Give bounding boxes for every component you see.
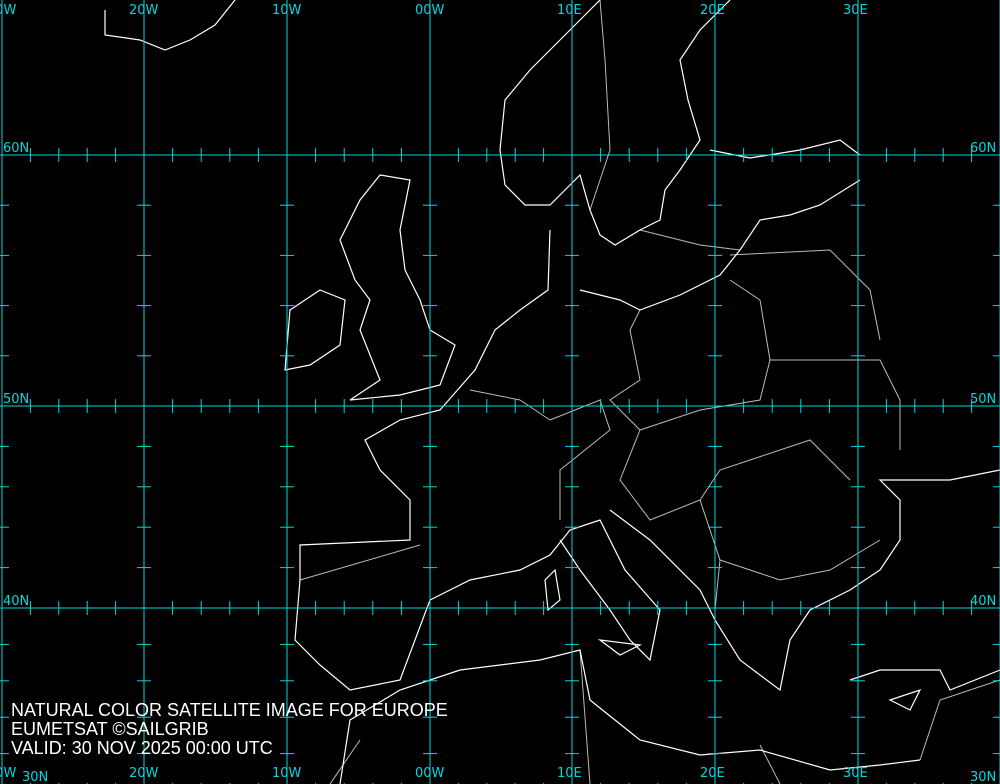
- latitude-label: 40N: [3, 594, 30, 609]
- latitude-label: 50N: [970, 392, 997, 407]
- latitude-label: 60N: [3, 141, 30, 156]
- longitude-label: 10W: [272, 766, 302, 781]
- longitude-label: 30W: [0, 766, 17, 781]
- latitude-label: 30N: [970, 770, 997, 784]
- longitude-label: 10E: [557, 3, 582, 18]
- longitude-label: 20W: [129, 3, 159, 18]
- longitude-label: 00W: [415, 766, 445, 781]
- latitude-label: 60N: [970, 141, 997, 156]
- longitude-label: 10E: [557, 766, 582, 781]
- coastlines: [104, 0, 1000, 784]
- caption-source: EUMETSAT ©SAILGRIB: [11, 719, 209, 739]
- caption-title: NATURAL COLOR SATELLITE IMAGE FOR EUROPE: [11, 700, 448, 720]
- image-caption: NATURAL COLOR SATELLITE IMAGE FOR EUROPE…: [11, 701, 448, 758]
- longitude-label: 30E: [843, 766, 868, 781]
- latitude-label: 50N: [3, 392, 30, 407]
- latitude-label: 40N: [970, 594, 997, 609]
- longitude-label: 30E: [843, 3, 868, 18]
- longitude-label: 10W: [272, 3, 302, 18]
- longitude-label: 20W: [129, 766, 159, 781]
- latitude-label: 30N: [22, 770, 49, 784]
- caption-valid-time: VALID: 30 NOV 2025 00:00 UTC: [11, 738, 273, 758]
- longitude-label: 20E: [700, 3, 725, 18]
- country-borders: [299, 0, 1000, 784]
- longitude-label: 00W: [415, 3, 445, 18]
- longitude-label: 30W: [0, 3, 17, 18]
- longitude-label: 20E: [700, 766, 725, 781]
